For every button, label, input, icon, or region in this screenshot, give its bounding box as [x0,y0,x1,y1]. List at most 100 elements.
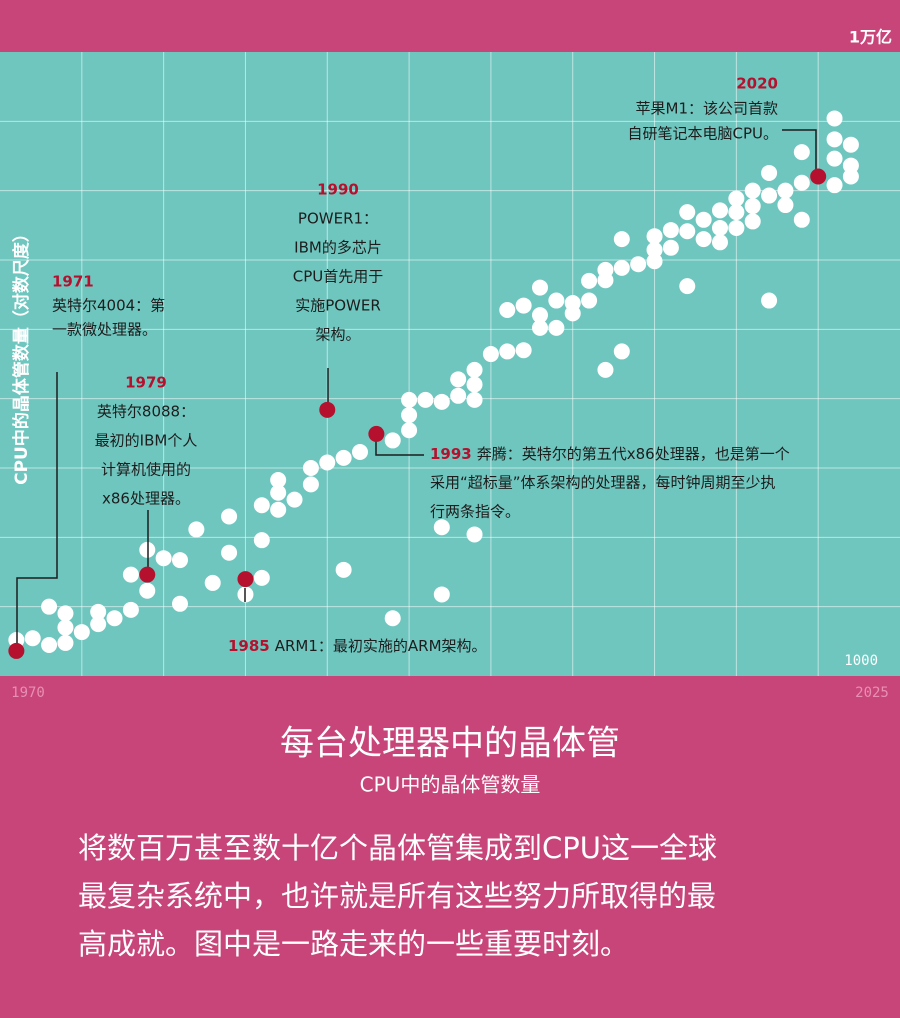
scatter-point [41,636,58,653]
scatter-point [384,610,401,627]
scatter-point [662,239,679,256]
scatter-point [450,371,467,388]
chart-subtitle: CPU中的晶体管数量 [360,773,541,797]
scatter-point [466,391,483,408]
annotation-text: 英特尔8088： [97,403,195,421]
scatter-point [204,574,221,591]
annotation-year: 1979 [125,374,167,392]
annotation-text: 计算机使用的 [101,461,191,479]
scatter-point [335,449,352,466]
annotation-line: 1985 ARM1：最初实施的ARM架构。 [228,637,487,655]
x-tick-label: 2025 [855,685,889,701]
annotation-text: ARM1：最初实施的ARM架构。 [275,637,487,655]
scatter-point [352,444,368,461]
annotation-text: 最初的IBM个人 [95,432,198,450]
scatter-point [679,204,696,221]
scatter-point [679,278,696,295]
scatter-point [532,319,548,336]
scatter-point [221,544,238,561]
annotation-year: 1971 [52,273,94,291]
scatter-point [744,213,761,230]
scatter-point [253,569,270,586]
scatter-point [253,532,270,549]
scatter-point [302,460,319,476]
scatter-point [630,256,647,273]
scatter-point [712,219,728,236]
description-line: 最复杂系统中，也许就是所有这些努力所取得的最 [78,879,716,913]
scatter-point [302,476,319,493]
annotation-text: 英特尔4004：第 [52,297,165,315]
highlight-point [810,168,827,185]
scatter-point [695,211,712,228]
annotation-year: 2020 [736,75,778,93]
annotation-text: 架构。 [315,326,360,344]
scatter-point [499,302,516,319]
scatter-point [515,342,532,359]
highlight-point [8,642,25,659]
scatter-point [777,182,794,199]
scatter-point [319,454,336,471]
plot-area [0,52,900,676]
scatter-point [188,521,205,538]
scatter-point [695,231,712,248]
scatter-point [613,259,630,276]
scatter-point [270,484,287,501]
annotation-text: x86处理器。 [102,490,190,508]
scatter-point [90,616,107,633]
leader-line [782,129,817,170]
scatter-point [646,241,663,258]
scatter-point [613,231,630,248]
scatter-point [90,603,107,620]
scatter-point [761,187,778,204]
scatter-point [41,598,58,615]
chart-title: 每台处理器中的晶体管 [280,724,620,764]
scatter-point [728,190,745,207]
scatter-point [597,272,614,289]
scatter-point [24,630,41,647]
scatter-point [646,253,663,270]
scatter-point [401,391,418,408]
scatter-point [679,223,696,240]
scatter-point [466,376,483,393]
annotation-text: 行两条指令。 [430,503,520,521]
scatter-point [57,605,74,622]
scatter-point [532,307,548,324]
scatter-point [581,272,598,289]
scatter-point [433,586,450,603]
annotation-text: 奔腾：英特尔的第五代x86处理器，也是第一个 [477,445,790,463]
scatter-point [106,610,123,627]
annotation-text: POWER1： [298,210,378,228]
x-tick-label: 1970 [11,685,45,701]
scatter-point [793,144,810,161]
scatter-point [401,422,418,439]
scatter-point [286,491,303,508]
annotation-year: 1993 [430,445,472,463]
highlight-point [237,571,254,588]
scatter-point [270,472,287,489]
y-tick-label: 1万亿 [849,28,892,47]
scatter-point [172,552,188,569]
scatter-point [450,387,467,404]
highlight-point [319,401,336,418]
scatter-point [842,168,859,185]
scatter-point [466,526,483,543]
scatter-point [548,292,565,309]
scatter-point [564,305,581,322]
scatter-point [253,497,270,514]
annotation-year: 1990 [317,181,359,199]
scatter-point [744,198,761,215]
annotation-text: 实施POWER [295,297,381,315]
highlight-point [139,566,156,583]
scatter-point [57,634,74,651]
scatter-point [515,297,532,314]
highlight-point [368,425,385,442]
scatter-point [826,110,843,127]
scatter-point [728,204,745,221]
leader-line [375,440,424,456]
scatter-point [842,136,859,153]
scatter-point [122,566,139,583]
scatter-point [433,393,450,410]
scatter-point [270,501,287,518]
scatter-point [335,561,352,578]
annotation-line: 1993 奔腾：英特尔的第五代x86处理器，也是第一个 [430,445,790,463]
